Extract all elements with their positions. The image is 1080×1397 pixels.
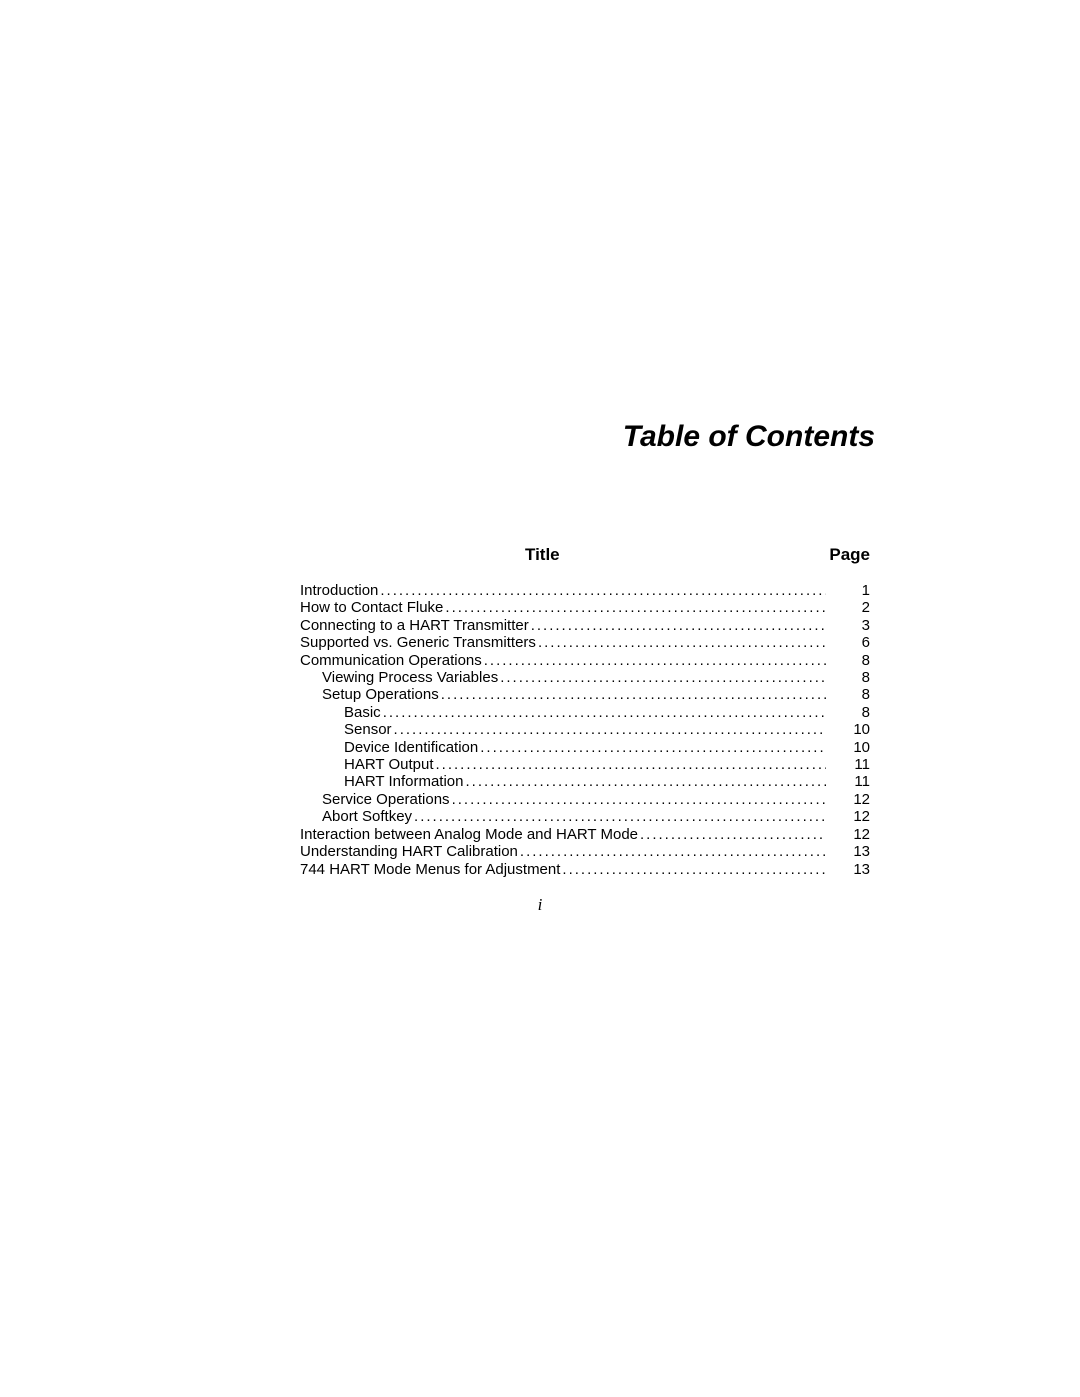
toc-entry-page: 8 (828, 704, 870, 721)
toc-leader-dots (520, 843, 826, 860)
toc-entry-title: Interaction between Analog Mode and HART… (300, 826, 638, 843)
page-number: i (0, 895, 1080, 915)
toc-entry-page: 11 (828, 773, 870, 790)
toc-entry-title: Sensor (300, 721, 392, 738)
toc-entry-page: 1 (828, 582, 870, 599)
toc-leader-dots (500, 669, 826, 686)
toc-leader-dots (414, 808, 826, 825)
toc-row: Communication Operations 8 (300, 652, 870, 669)
toc-entry-page: 12 (828, 791, 870, 808)
toc-leader-dots (531, 617, 826, 634)
toc-entry-title: 744 HART Mode Menus for Adjustment (300, 861, 560, 878)
toc-row: Service Operations 12 (300, 791, 870, 808)
toc-row: HART Output 11 (300, 756, 870, 773)
toc-entry-page: 10 (828, 739, 870, 756)
toc-row: Viewing Process Variables 8 (300, 669, 870, 686)
toc-leader-dots (394, 721, 826, 738)
toc-header-title: Title (525, 545, 560, 565)
toc-entry-page: 13 (828, 861, 870, 878)
toc-entry-title: Understanding HART Calibration (300, 843, 518, 860)
toc-row: Sensor 10 (300, 721, 870, 738)
toc-entry-title: Abort Softkey (300, 808, 412, 825)
toc-entry-page: 12 (828, 808, 870, 825)
toc-entry-page: 3 (828, 617, 870, 634)
toc-row: Setup Operations 8 (300, 686, 870, 703)
toc-leader-dots (441, 686, 826, 703)
toc-entry-page: 13 (828, 843, 870, 860)
toc-entry-page: 11 (828, 756, 870, 773)
toc-entry-page: 2 (828, 599, 870, 616)
toc-row: Basic 8 (300, 704, 870, 721)
toc-leader-dots (538, 634, 826, 651)
toc-entry-page: 12 (828, 826, 870, 843)
toc-leader-dots (640, 826, 826, 843)
toc-row: Interaction between Analog Mode and HART… (300, 826, 870, 843)
toc-row: Connecting to a HART Transmitter 3 (300, 617, 870, 634)
toc-header-page: Page (829, 545, 870, 565)
toc-entry-title: How to Contact Fluke (300, 599, 443, 616)
toc-entry-title: HART Output (300, 756, 434, 773)
toc-leader-dots (466, 773, 827, 790)
toc-entry-title: Service Operations (300, 791, 450, 808)
toc-entry-title: Device Identification (300, 739, 478, 756)
toc-row: Supported vs. Generic Transmitters 6 (300, 634, 870, 651)
table-of-contents: Introduction1How to Contact Fluke2Connec… (300, 582, 870, 878)
toc-row: Device Identification 10 (300, 739, 870, 756)
page-title: Table of Contents (623, 420, 875, 454)
toc-entry-page: 8 (828, 686, 870, 703)
toc-entry-title: Viewing Process Variables (300, 669, 498, 686)
toc-entry-title: Setup Operations (300, 686, 439, 703)
toc-entry-title: Communication Operations (300, 652, 482, 669)
toc-entry-page: 6 (828, 634, 870, 651)
toc-leader-dots (445, 599, 826, 616)
toc-leader-dots (380, 582, 826, 599)
toc-leader-dots (383, 704, 826, 721)
toc-row: 744 HART Mode Menus for Adjustment 13 (300, 861, 870, 878)
toc-leader-dots (562, 861, 826, 878)
toc-leader-dots (436, 756, 827, 773)
toc-entry-title: HART Information (300, 773, 464, 790)
document-page: Table of Contents Title Page Introductio… (0, 0, 1080, 1397)
toc-header-row: Title Page (300, 545, 870, 569)
toc-row: Abort Softkey 12 (300, 808, 870, 825)
toc-entry-title: Basic (300, 704, 381, 721)
toc-leader-dots (452, 791, 826, 808)
toc-entry-title: Supported vs. Generic Transmitters (300, 634, 536, 651)
toc-entry-page: 8 (828, 669, 870, 686)
toc-row: Introduction 1 (300, 582, 870, 599)
toc-entry-page: 10 (828, 721, 870, 738)
toc-entry-title: Introduction (300, 582, 378, 599)
toc-row: Understanding HART Calibration 13 (300, 843, 870, 860)
toc-leader-dots (484, 652, 826, 669)
toc-row: How to Contact Fluke 2 (300, 599, 870, 616)
toc-leader-dots (480, 739, 826, 756)
toc-row: HART Information 11 (300, 773, 870, 790)
toc-entry-title: Connecting to a HART Transmitter (300, 617, 529, 634)
toc-entry-page: 8 (828, 652, 870, 669)
